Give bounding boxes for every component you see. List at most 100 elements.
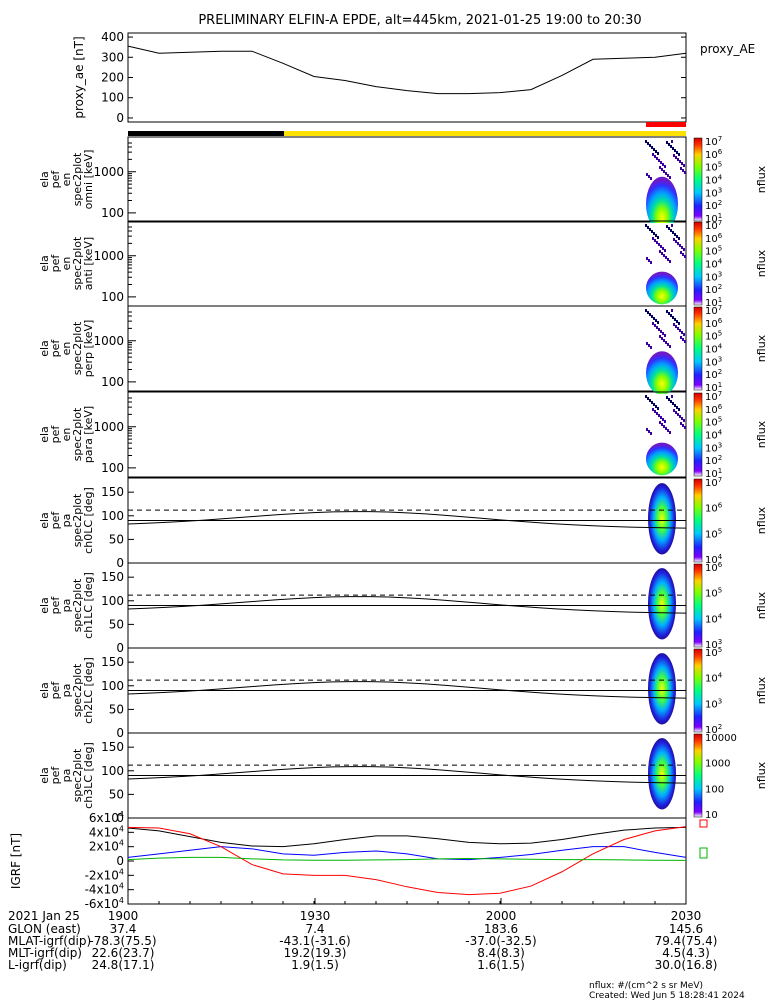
colorbar-tick-label: 107 xyxy=(705,304,722,317)
spec-pixel xyxy=(670,400,672,403)
colorbar-tick-label: 104 xyxy=(705,174,723,187)
panel-ylabel: elapefenspec2plotpara [keV] xyxy=(38,406,95,463)
colorbar-tick-label: 106 xyxy=(705,148,723,161)
spec-pixel xyxy=(672,231,674,234)
igrf-ylabel: IGRF [nT] xyxy=(9,833,23,889)
loss-cone-line xyxy=(127,681,687,699)
spec-pixel xyxy=(659,335,661,338)
spec-pixel xyxy=(670,314,672,317)
panel-ylabel-text: elapefpaspec2plotch2LC [deg] xyxy=(38,657,95,724)
spec-pixel xyxy=(660,161,662,164)
x-axis-row-value: 1.6(1.5) xyxy=(477,958,525,972)
spec-pixel xyxy=(677,327,679,330)
spec-pixel xyxy=(668,227,670,230)
proxy-ae-line xyxy=(127,45,687,95)
colorbar-tick-label: 102 xyxy=(705,723,722,736)
spec-pixel xyxy=(678,237,680,240)
spec-pixel xyxy=(671,140,673,143)
spec-pixel xyxy=(653,232,655,235)
pa-ytick-label: 0 xyxy=(116,811,124,825)
x-axis-row-value: 22.6(23.7) xyxy=(92,946,155,960)
pa-flux-blob xyxy=(648,738,676,810)
igrf-series-line xyxy=(127,826,687,896)
colorbar-label: nflux xyxy=(755,165,768,193)
spec-pixel xyxy=(655,150,657,153)
x-axis-row-value: 145.6 xyxy=(669,922,703,936)
spec-pixel xyxy=(681,417,683,420)
spec-pixel xyxy=(667,429,669,432)
pa-ytick-label: 0 xyxy=(116,726,124,740)
pa-ytick-label: 0 xyxy=(116,556,124,570)
spec-pixel xyxy=(661,168,663,171)
colorbar-tick-label: 103 xyxy=(705,638,722,651)
colorbar-label: nflux xyxy=(755,506,768,534)
igrf-ytick-label: 4x104 xyxy=(89,824,124,839)
spec-pixel xyxy=(655,234,657,237)
colorbar-tick-label: 104 xyxy=(705,258,723,271)
spec-pixel xyxy=(662,418,664,421)
spec-pixel xyxy=(682,253,684,256)
igrf-ytick-label: -6x104 xyxy=(85,896,124,911)
spec-pixel xyxy=(677,413,679,416)
spec-pixel xyxy=(683,333,685,336)
spec-pixel xyxy=(675,411,677,414)
spec-pixel xyxy=(669,345,671,348)
x-axis-row-label: L-igrf(dip) xyxy=(8,958,67,972)
spec-pixel xyxy=(680,422,682,425)
spec-pixel xyxy=(666,396,668,399)
spec-pixel xyxy=(654,155,656,158)
spec-pixel xyxy=(657,407,659,410)
proxy-ae-ytick-label: 100 xyxy=(101,91,124,105)
colorbar-tick-label: 105 xyxy=(705,161,722,174)
spec-pixel xyxy=(650,432,652,435)
colorbar-tick-label: 107 xyxy=(705,390,722,403)
spec-pixel xyxy=(682,424,684,427)
spec-pixel xyxy=(676,151,678,154)
pa-ytick-label: 150 xyxy=(101,655,124,669)
colorbar-tick-label: 101 xyxy=(705,212,722,225)
spec-flux-blob xyxy=(646,442,678,476)
panel-ylabel: elapefenspec2plotanti [keV] xyxy=(38,236,95,290)
spec-pixel xyxy=(653,148,655,151)
colorbar-label: nflux xyxy=(755,761,768,789)
colorbar-tick-label: 106 xyxy=(705,232,723,245)
colorbar-tick-label: 105 xyxy=(705,416,722,429)
spec-pixel xyxy=(683,248,685,251)
spec-pixel xyxy=(670,229,672,232)
spec-ytick-label: 100 xyxy=(101,290,124,304)
spec-pixel xyxy=(652,237,654,240)
spec-pixel xyxy=(651,146,653,149)
spec-pixel xyxy=(660,330,662,333)
pa-ytick-label: 50 xyxy=(109,532,124,546)
spec-pixel xyxy=(663,425,665,428)
pa-ytick-label: 150 xyxy=(101,740,124,754)
footer-units: nflux: #/(cm^2 s sr MeV) xyxy=(589,981,703,991)
spec-pixel xyxy=(673,154,675,157)
spec-pixel xyxy=(647,311,649,314)
spec-pixel xyxy=(649,313,651,316)
spec-pixel xyxy=(668,312,670,315)
panel-ylabel: elapefpaspec2plotch0LC [deg] xyxy=(38,487,95,554)
spec-pixel xyxy=(646,173,648,176)
spec-flux-blob xyxy=(646,351,678,395)
colorbar-tick-label: 104 xyxy=(705,553,723,566)
spec-pixel xyxy=(666,141,668,144)
colorbar-tick-label: 103 xyxy=(705,186,722,199)
x-axis-row-value: 79.4(75.4) xyxy=(655,934,718,948)
spec-pixel xyxy=(667,343,669,346)
pa-ytick-label: 50 xyxy=(109,617,124,631)
x-axis-row-label: MLT-igrf(dip) xyxy=(8,946,82,960)
spec-pixel xyxy=(669,260,671,263)
x-axis-row-value: 37.4 xyxy=(110,922,137,936)
spec-pixel xyxy=(666,310,668,313)
colorbar-tick-label: 103 xyxy=(705,355,722,368)
spec-pixel xyxy=(648,259,650,262)
igrf-legend-swatch xyxy=(699,819,708,828)
spec-pixel xyxy=(680,167,682,170)
spec-pixel xyxy=(651,315,653,318)
colorbar-tick-label: 104 xyxy=(705,429,723,442)
igrf-ytick-label: 0 xyxy=(116,854,124,868)
spec-pixel xyxy=(646,342,648,345)
